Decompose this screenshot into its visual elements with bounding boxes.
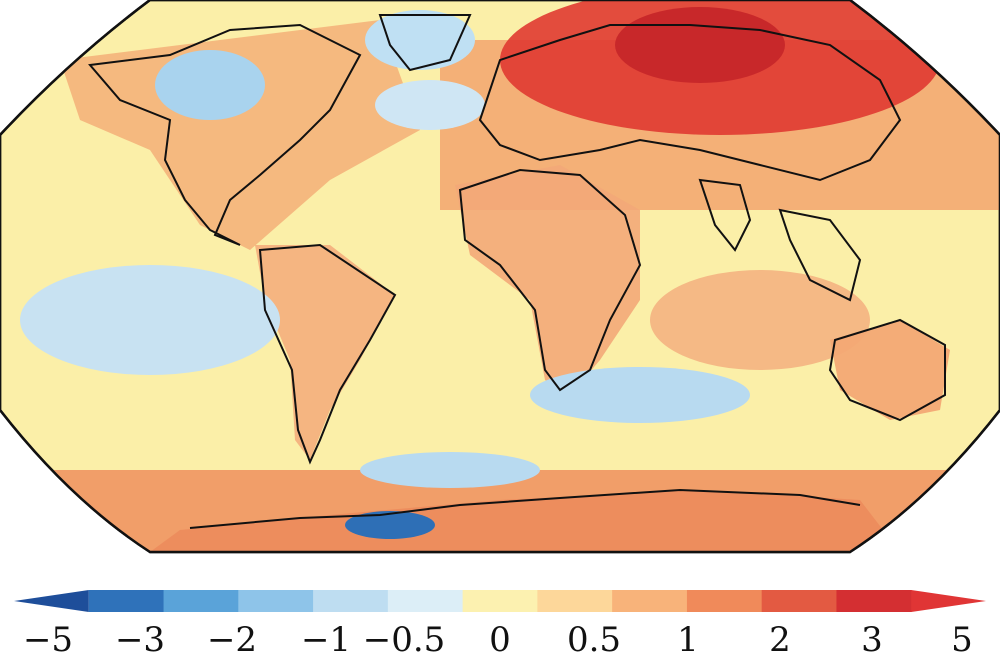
coast-greenland — [378, 14, 472, 72]
region-north-america-warm — [60, 20, 420, 250]
tick-label: 2 — [769, 620, 791, 660]
colorbar-segment — [88, 590, 165, 612]
colorbar-segment — [313, 590, 389, 612]
region-siberia-core-anomaly — [615, 7, 785, 83]
coastlines — [88, 14, 946, 529]
coast-australia — [828, 318, 946, 422]
region-greenland-cool — [365, 10, 475, 70]
colorbar-segment — [686, 590, 763, 612]
coast-africa — [458, 168, 642, 392]
colorbar-segment — [163, 590, 239, 612]
coast-europe — [478, 24, 902, 182]
colorbar-segment — [238, 590, 314, 612]
tick-label: 3 — [861, 620, 883, 660]
tick-label: 0.5 — [566, 620, 622, 660]
tick-label: −5 — [22, 620, 74, 660]
globe-border — [0, 0, 1000, 554]
region-north-atlantic-cool — [375, 80, 485, 130]
region-indian-ocean-warm — [650, 270, 870, 370]
colorbar-segment — [537, 590, 613, 612]
region-south-america-warm — [255, 245, 395, 460]
region-south-atlantic-cool-2 — [360, 452, 540, 488]
colorbar-segment — [836, 590, 912, 612]
region-south-atlantic-cool — [530, 367, 750, 423]
anomaly-field — [0, 0, 1000, 552]
colorbar-segment — [387, 590, 464, 612]
coast-north-america — [88, 23, 362, 246]
tick-label: 0 — [489, 620, 511, 660]
region-east-pacific-cool — [20, 265, 280, 375]
tick-label: −0.5 — [362, 620, 446, 660]
tick-label: −2 — [206, 620, 258, 660]
tick-label: 1 — [677, 620, 699, 660]
region-australia-warm — [830, 320, 950, 420]
colorbar-segment — [14, 590, 89, 612]
coast-south-america — [258, 243, 397, 465]
colorbar-segment — [761, 590, 837, 612]
coast-india — [698, 178, 752, 252]
tick-label: −1 — [300, 620, 352, 660]
tick-label: 5 — [951, 620, 973, 660]
tick-label: −3 — [114, 620, 166, 660]
region-africa-warm — [455, 165, 640, 395]
region-hudson-bay-cool — [155, 50, 265, 120]
region-antarctic-peninsula-cold — [345, 511, 435, 539]
colorbar-segment — [462, 590, 538, 612]
colorbar-segment — [612, 590, 688, 612]
colorbar-segment — [911, 590, 986, 612]
colorbar — [14, 590, 986, 612]
region-antarctica-warm — [150, 490, 900, 552]
coast-antarctica — [189, 488, 861, 529]
coast-southeast-asia — [778, 208, 862, 302]
